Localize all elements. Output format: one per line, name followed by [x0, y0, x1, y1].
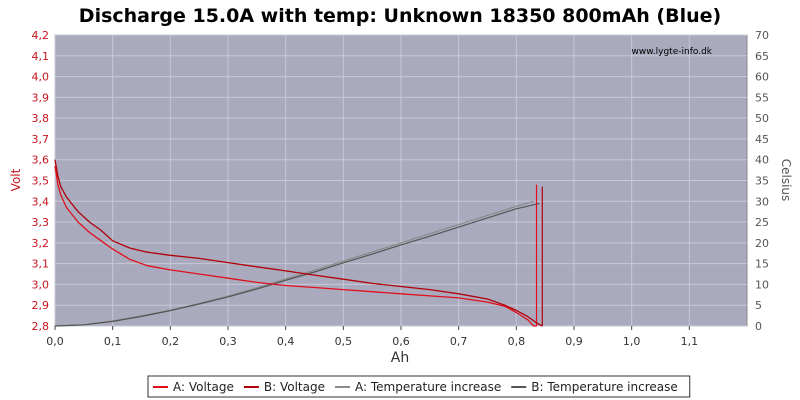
x-tick-label: 0,3	[219, 335, 237, 348]
x-tick-label: 0,5	[335, 335, 353, 348]
y-left-axis-label: Volt	[9, 168, 23, 191]
legend-label: A: Temperature increase	[355, 380, 501, 394]
y-left-tick-label: 4,2	[32, 29, 50, 42]
y-right-tick-label: 30	[755, 195, 769, 208]
x-tick-label: 0,0	[46, 335, 64, 348]
y-left-tick-label: 3,2	[32, 237, 50, 250]
series-line-b-temperature-increase	[54, 202, 540, 327]
y-left-tick-label: 3,4	[32, 195, 50, 208]
y-right-tick-label: 10	[755, 278, 769, 291]
x-tick-label: 0,7	[450, 335, 468, 348]
x-tick-label: 0,9	[565, 335, 583, 348]
y-right-tick-label: 45	[755, 133, 769, 146]
y-right-tick-label: 55	[755, 91, 769, 104]
y-right-tick-label: 0	[755, 320, 762, 333]
legend-label: A: Voltage	[173, 380, 234, 394]
y-right-tick-label: 40	[755, 154, 769, 167]
y-right-tick-label: 65	[755, 50, 769, 63]
y-right-axis-label: Celsius	[779, 159, 793, 202]
y-right-tick-label: 5	[755, 299, 762, 312]
series-line-b-voltage	[54, 159, 543, 327]
y-left-tick-label: 3,5	[32, 175, 50, 188]
y-left-tick-label: 3,0	[32, 278, 50, 291]
x-tick-label: 1,0	[623, 335, 641, 348]
y-right-axis-ticks: 0 5 10 15 20 25 30 35 40 45 50 55 60 65 70	[755, 29, 769, 333]
y-left-tick-label: 2,8	[32, 320, 50, 333]
y-left-tick-label: 4,1	[32, 50, 50, 63]
legend-label: B: Temperature increase	[531, 380, 678, 394]
y-right-tick-label: 70	[755, 29, 769, 42]
y-right-tick-label: 60	[755, 71, 769, 84]
y-right-tick-label: 50	[755, 112, 769, 125]
series-layer	[54, 159, 543, 327]
watermark: www.lygte-info.dk	[632, 47, 713, 57]
x-tick-label: 0,2	[162, 335, 180, 348]
x-tick-label: 0,4	[277, 335, 295, 348]
y-left-tick-label: 3,7	[32, 133, 50, 146]
legend-label: B: Voltage	[264, 380, 325, 394]
grid-lines	[54, 34, 747, 327]
series-line-a-voltage	[54, 165, 537, 327]
x-tick-label: 0,8	[508, 335, 526, 348]
y-left-tick-label: 3,1	[32, 258, 50, 271]
y-left-tick-label: 4,0	[32, 71, 50, 84]
legend-box	[147, 375, 691, 398]
y-left-tick-label: 3,8	[32, 112, 50, 125]
y-right-tick-label: 35	[755, 175, 769, 188]
legend: A: Voltage B: Voltage A: Temperature incre…	[147, 375, 691, 398]
y-left-tick-label: 3,9	[32, 91, 50, 104]
x-tick-label: 0,6	[392, 335, 410, 348]
y-right-tick-label: 15	[755, 258, 769, 271]
y-left-tick-label: 3,3	[32, 216, 50, 229]
y-left-tick-label: 3,6	[32, 154, 50, 167]
x-tick-label: 0,1	[104, 335, 122, 348]
y-right-tick-label: 25	[755, 216, 769, 229]
x-axis-label: Ah	[391, 350, 409, 366]
y-right-tick-label: 20	[755, 237, 769, 250]
chart-title: Discharge 15.0A with temp: Unknown 18350…	[79, 5, 721, 27]
x-axis-ticks: 0,0 0,1 0,2 0,3 0,4 0,5 0,6 0,7 0,8 0,9 1,0 1,1	[46, 326, 698, 348]
x-tick-label: 1,1	[681, 335, 699, 348]
y-left-axis-ticks: 2,8 2,9 3,0 3,1 3,2 3,3 3,4 3,5 3,6 3,7 3,8 3,9 4,0 4…	[32, 29, 50, 333]
y-left-tick-label: 2,9	[32, 299, 50, 312]
